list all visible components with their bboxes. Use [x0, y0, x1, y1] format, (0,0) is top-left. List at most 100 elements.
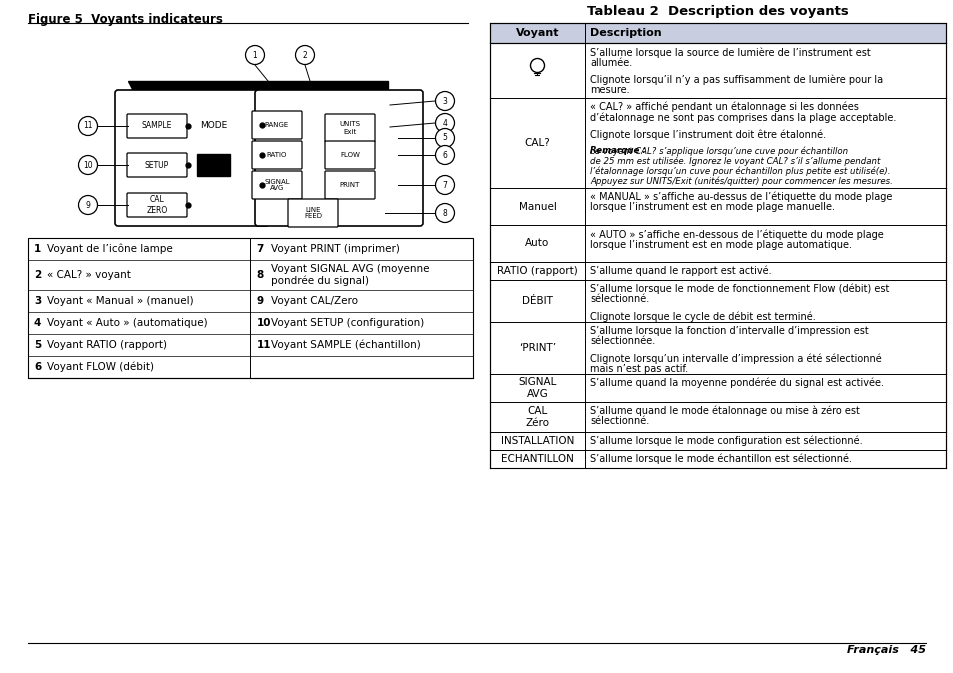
Text: ‘PRINT’: ‘PRINT’	[518, 343, 556, 353]
Bar	[490, 188, 945, 225]
Text: 6: 6	[34, 362, 41, 372]
Bar	[490, 402, 945, 432]
Text: Clignote lorsque le cycle de débit est terminé.: Clignote lorsque le cycle de débit est t…	[589, 312, 815, 322]
Text: RATIO (rapport): RATIO (rapport)	[497, 266, 578, 276]
Text: PRINT: PRINT	[339, 182, 360, 188]
Circle shape	[435, 114, 454, 133]
Text: 10: 10	[83, 160, 92, 170]
Text: mais n’est pas actif.: mais n’est pas actif.	[589, 364, 687, 374]
Bar	[490, 432, 945, 450]
Text: Voyant SETUP (configuration): Voyant SETUP (configuration)	[272, 318, 424, 328]
Bar	[490, 322, 945, 374]
Text: « CAL? » voyant: « CAL? » voyant	[47, 270, 131, 280]
Text: « AUTO » s’affiche en-dessous de l’étiquette du mode plage: « AUTO » s’affiche en-dessous de l’étiqu…	[589, 229, 882, 240]
Text: SETUP: SETUP	[145, 160, 169, 170]
FancyBboxPatch shape	[127, 153, 187, 177]
Text: 4: 4	[442, 118, 447, 127]
Text: lorsque l’instrument est en mode plage manuelle.: lorsque l’instrument est en mode plage m…	[589, 203, 834, 213]
Text: Clignote lorsqu’il n’y a pas suffisamment de lumière pour la: Clignote lorsqu’il n’y a pas suffisammen…	[589, 74, 882, 85]
Text: UNITS
Exit: UNITS Exit	[339, 122, 360, 135]
Text: Le voyant CAL? s’applique lorsqu’une cuve pour échantillon: Le voyant CAL? s’applique lorsqu’une cuv…	[589, 146, 847, 155]
Text: 3: 3	[442, 96, 447, 106]
Text: 5: 5	[442, 133, 447, 143]
FancyBboxPatch shape	[127, 193, 187, 217]
Text: Voyant PRINT (imprimer): Voyant PRINT (imprimer)	[272, 244, 400, 254]
Circle shape	[435, 92, 454, 110]
Text: 1: 1	[253, 50, 257, 59]
Text: de 25 mm est utilisée. Ignorez le voyant CAL? s’il s’allume pendant: de 25 mm est utilisée. Ignorez le voyant…	[589, 156, 880, 166]
Text: ECHANTILLON: ECHANTILLON	[500, 454, 574, 464]
Circle shape	[435, 129, 454, 147]
Text: 2: 2	[34, 270, 41, 280]
Text: SIGNAL
AVG: SIGNAL AVG	[264, 178, 290, 192]
Text: Manuel: Manuel	[518, 201, 556, 211]
FancyBboxPatch shape	[252, 171, 302, 199]
Text: Voyant RATIO (rapport): Voyant RATIO (rapport)	[47, 340, 167, 350]
FancyBboxPatch shape	[325, 171, 375, 199]
Text: sélectionnée.: sélectionnée.	[589, 336, 655, 347]
Text: Voyant: Voyant	[516, 28, 558, 38]
Text: allumée.: allumée.	[589, 57, 632, 67]
Text: 5: 5	[34, 340, 41, 350]
Text: S’allume lorsque la fonction d’intervalle d’impression est: S’allume lorsque la fonction d’intervall…	[589, 326, 868, 336]
Bar	[490, 43, 945, 98]
Text: « MANUAL » s’affiche au-dessus de l’étiquette du mode plage: « MANUAL » s’affiche au-dessus de l’étiq…	[589, 192, 891, 203]
Text: INSTALLATION: INSTALLATION	[500, 436, 574, 446]
Text: S’allume quand le mode étalonnage ou mise à zéro est: S’allume quand le mode étalonnage ou mis…	[589, 406, 859, 417]
FancyBboxPatch shape	[252, 111, 302, 139]
Text: 9: 9	[86, 201, 91, 209]
Text: CAL
Zéro: CAL Zéro	[525, 406, 549, 428]
Circle shape	[78, 155, 97, 174]
Text: 11: 11	[83, 122, 92, 131]
Text: FLOW: FLOW	[339, 152, 359, 158]
Bar	[490, 98, 945, 188]
Text: 11: 11	[256, 340, 271, 350]
Text: lorsque l’instrument est en mode plage automatique.: lorsque l’instrument est en mode plage a…	[589, 240, 851, 250]
Text: Français   45: Français 45	[846, 645, 925, 655]
FancyBboxPatch shape	[115, 90, 269, 226]
Text: Voyant FLOW (débit): Voyant FLOW (débit)	[47, 362, 153, 372]
Circle shape	[435, 203, 454, 223]
Circle shape	[435, 176, 454, 194]
Circle shape	[78, 116, 97, 135]
Text: 1: 1	[34, 244, 41, 254]
Text: RANGE: RANGE	[265, 122, 289, 128]
Text: Auto: Auto	[525, 238, 549, 248]
Text: sélectionné.: sélectionné.	[589, 417, 649, 427]
Circle shape	[295, 46, 314, 65]
Text: Clignote lorsqu’un intervalle d’impression a été sélectionné: Clignote lorsqu’un intervalle d’impressi…	[589, 353, 881, 364]
Text: 2: 2	[302, 50, 307, 59]
Text: S’allume lorsque le mode configuration est sélectionné.: S’allume lorsque le mode configuration e…	[589, 436, 862, 446]
Text: Voyant SIGNAL AVG (moyenne
pondrée du signal): Voyant SIGNAL AVG (moyenne pondrée du si…	[272, 264, 430, 286]
Text: 7: 7	[442, 180, 447, 190]
Circle shape	[78, 195, 97, 215]
FancyBboxPatch shape	[254, 90, 422, 226]
Text: sélectionné.: sélectionné.	[589, 295, 649, 304]
Bar	[490, 262, 945, 280]
Text: S’allume lorsque le mode de fonctionnement Flow (débit) est: S’allume lorsque le mode de fonctionneme…	[589, 284, 888, 295]
Text: CAL
ZERO: CAL ZERO	[146, 195, 168, 215]
Text: Appuyez sur UNITS/Exit (unités/quitter) pour commencer les mesures.: Appuyez sur UNITS/Exit (unités/quitter) …	[589, 176, 892, 186]
Text: 4: 4	[34, 318, 41, 328]
Text: Voyant de l’icône lampe: Voyant de l’icône lampe	[47, 244, 172, 254]
Text: S’allume quand la moyenne pondérée du signal est activée.: S’allume quand la moyenne pondérée du si…	[589, 378, 883, 388]
Circle shape	[435, 145, 454, 164]
Text: Voyant « Manual » (manuel): Voyant « Manual » (manuel)	[47, 296, 193, 306]
Text: S’allume lorsque le mode échantillon est sélectionné.: S’allume lorsque le mode échantillon est…	[589, 454, 851, 464]
Text: Voyant SAMPLE (échantillon): Voyant SAMPLE (échantillon)	[272, 340, 421, 350]
FancyBboxPatch shape	[288, 199, 337, 227]
Text: 6: 6	[442, 151, 447, 160]
Text: 3: 3	[34, 296, 41, 306]
Bar	[490, 450, 945, 468]
Bar	[490, 225, 945, 262]
Bar	[28, 238, 473, 378]
Text: Description: Description	[589, 28, 661, 38]
Text: 8: 8	[442, 209, 447, 217]
FancyBboxPatch shape	[127, 114, 187, 138]
FancyBboxPatch shape	[252, 141, 302, 169]
Text: Figure 5  Voyants indicateurs: Figure 5 Voyants indicateurs	[28, 13, 223, 26]
Circle shape	[245, 46, 264, 65]
Text: S’allume lorsque la source de lumière de l’instrument est: S’allume lorsque la source de lumière de…	[589, 47, 870, 57]
Text: Voyant « Auto » (automatique): Voyant « Auto » (automatique)	[47, 318, 208, 328]
Bar	[490, 374, 945, 402]
